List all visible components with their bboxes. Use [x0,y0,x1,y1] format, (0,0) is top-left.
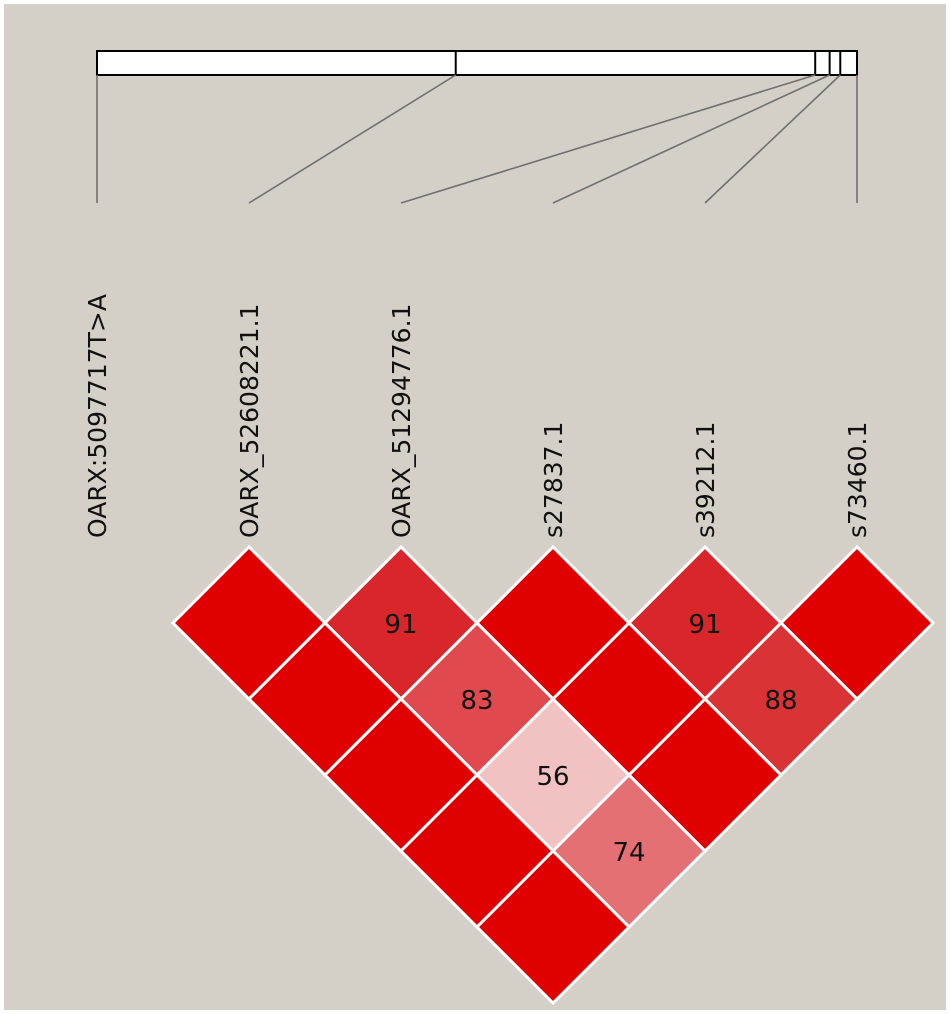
track-bar [96,50,858,76]
marker-label: s27837.1 [539,422,568,538]
marker-connector-line [552,74,830,204]
marker-connector-line [704,74,841,204]
marker-label: OARX:5097717T>A [83,294,112,538]
marker-position-track [96,50,858,76]
marker-label: s39212.1 [691,422,720,538]
marker-connector-line [400,74,816,204]
ld-cell-diamond [474,848,632,1006]
marker-labels: OARX:5097717T>A OARX_52608221.1 OARX_51294… [83,294,872,538]
marker-label: s73460.1 [843,422,872,538]
ld-cell-value: 56 [536,762,569,792]
ld-cell-value: 74 [612,838,645,868]
marker-label: OARX_52608221.1 [235,304,264,538]
ld-cell-value: 88 [764,686,797,716]
ld-cells: 91 91 83 88 56 74 [170,544,936,1006]
ld-cell-value: 83 [460,686,493,716]
ld-cell [474,848,632,1006]
ld-cell-value: 91 [384,610,417,640]
marker-label: OARX_51294776.1 [387,304,416,538]
marker-connector-line [248,74,457,204]
ld-cell-value: 91 [688,610,721,640]
marker-connectors [96,74,858,204]
